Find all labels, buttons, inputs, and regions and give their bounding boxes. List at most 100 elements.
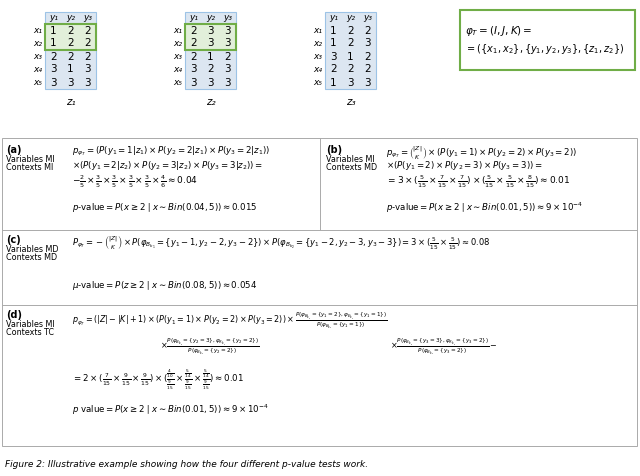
Text: 3: 3 bbox=[67, 78, 74, 88]
Text: $p_{\varphi_T} = (P(y_1 = 1|z_1) \times P(y_2 = 2|z_1) \times P(y_3 = 2|z_1))$: $p_{\varphi_T} = (P(y_1 = 1|z_1) \times … bbox=[72, 145, 270, 158]
Text: 3: 3 bbox=[330, 51, 337, 61]
Text: $\times \frac{P(\varphi_{B_{k_2}} = \{y_3 = 3\}, \varphi_{R_{k_2}} = \{y_3 = 2\}: $\times \frac{P(\varphi_{B_{k_2}} = \{y_… bbox=[390, 336, 498, 357]
Text: x₁: x₁ bbox=[33, 26, 42, 35]
Text: x₁: x₁ bbox=[173, 26, 182, 35]
Text: $= 3 \times (\frac{5}{15} \times \frac{7}{15} \times \frac{7}{15}) \times (\frac: $= 3 \times (\frac{5}{15} \times \frac{7… bbox=[386, 173, 570, 189]
Text: y₃: y₃ bbox=[363, 13, 372, 22]
Text: x₅: x₅ bbox=[313, 78, 322, 87]
Text: x₄: x₄ bbox=[313, 65, 322, 74]
Text: 1: 1 bbox=[330, 26, 337, 36]
Text: Contexts MD: Contexts MD bbox=[6, 253, 57, 262]
Text: 1: 1 bbox=[330, 39, 337, 49]
Text: y₁: y₁ bbox=[189, 13, 198, 22]
Text: (a): (a) bbox=[6, 145, 22, 155]
Text: Figure 2: Illustrative example showing how the four different p-value tests work: Figure 2: Illustrative example showing h… bbox=[5, 460, 368, 469]
Text: 2: 2 bbox=[330, 65, 337, 75]
Text: 2: 2 bbox=[67, 39, 74, 49]
Text: 2: 2 bbox=[67, 26, 74, 36]
Text: 3: 3 bbox=[84, 78, 91, 88]
Bar bbox=[2, 138, 637, 446]
Bar bbox=[185, 24, 236, 50]
Text: 2: 2 bbox=[364, 65, 371, 75]
Text: 2: 2 bbox=[84, 51, 91, 61]
Text: x₃: x₃ bbox=[173, 52, 182, 61]
Text: 3: 3 bbox=[364, 78, 371, 88]
Bar bbox=[460, 10, 635, 70]
Text: y₂: y₂ bbox=[346, 13, 355, 22]
Text: $= 2 \times (\frac{7}{15} \times \frac{9}{15} \times \frac{9}{15}) \times (\frac: $= 2 \times (\frac{7}{15} \times \frac{9… bbox=[72, 368, 244, 392]
Text: 2: 2 bbox=[364, 51, 371, 61]
Text: 3: 3 bbox=[50, 65, 57, 75]
Text: 1: 1 bbox=[67, 65, 74, 75]
Text: x₂: x₂ bbox=[313, 39, 322, 48]
Text: 3: 3 bbox=[347, 78, 354, 88]
Text: $p_{\varphi_T} = \binom{|Z|}{K} \times (P(y_1 = 1) \times P(y_2 = 2) \times P(y_: $p_{\varphi_T} = \binom{|Z|}{K} \times (… bbox=[386, 145, 577, 162]
Text: 1: 1 bbox=[330, 78, 337, 88]
Text: 2: 2 bbox=[50, 51, 57, 61]
Text: x₃: x₃ bbox=[33, 52, 42, 61]
Text: z₁: z₁ bbox=[66, 97, 76, 107]
Text: z₂: z₂ bbox=[205, 97, 215, 107]
Text: 3: 3 bbox=[190, 78, 197, 88]
Text: (b): (b) bbox=[326, 145, 342, 155]
Text: 2: 2 bbox=[364, 26, 371, 36]
Text: x₄: x₄ bbox=[33, 65, 42, 74]
Text: x₂: x₂ bbox=[33, 39, 42, 48]
Text: 3: 3 bbox=[190, 65, 197, 75]
Text: x₅: x₅ bbox=[33, 78, 42, 87]
Text: $\times \frac{P(\varphi_{B_{k_2}} = \{y_2 = 3\}, \varphi_{R_{k_1}} = \{y_2 = 2\}: $\times \frac{P(\varphi_{B_{k_2}} = \{y_… bbox=[160, 336, 259, 357]
Text: 2: 2 bbox=[84, 39, 91, 49]
Text: $\varphi_T = (I, J, K) =$: $\varphi_T = (I, J, K) =$ bbox=[465, 24, 532, 38]
Text: $= (\{x_1, x_2\}, \{y_1, y_2, y_3\}, \{z_1, z_2\})$: $= (\{x_1, x_2\}, \{y_1, y_2, y_3\}, \{z… bbox=[465, 42, 625, 56]
Text: 3: 3 bbox=[224, 65, 231, 75]
Text: Contexts MI: Contexts MI bbox=[6, 163, 53, 172]
Text: 2: 2 bbox=[190, 26, 197, 36]
Text: x₁: x₁ bbox=[313, 26, 322, 35]
Text: y₁: y₁ bbox=[49, 13, 58, 22]
Text: x₃: x₃ bbox=[313, 52, 322, 61]
Text: y₁: y₁ bbox=[329, 13, 338, 22]
Text: 3: 3 bbox=[207, 39, 214, 49]
Text: Contexts TC: Contexts TC bbox=[6, 328, 54, 337]
Text: z₃: z₃ bbox=[346, 97, 355, 107]
Text: Variables MD: Variables MD bbox=[6, 245, 58, 254]
Text: $-\frac{2}{5} \times \frac{3}{5} \times \frac{3}{5} \times \frac{3}{5} \times \f: $-\frac{2}{5} \times \frac{3}{5} \times … bbox=[72, 173, 198, 189]
Text: 3: 3 bbox=[224, 78, 231, 88]
Text: 3: 3 bbox=[207, 78, 214, 88]
Text: y₃: y₃ bbox=[223, 13, 232, 22]
Text: Contexts MD: Contexts MD bbox=[326, 163, 377, 172]
Text: $\mu\text{-value} = P(z \geq 2 \mid x \sim Bin(0.08, 5)) \approx 0.054$: $\mu\text{-value} = P(z \geq 2 \mid x \s… bbox=[72, 279, 257, 292]
Text: y₂: y₂ bbox=[206, 13, 215, 22]
Text: $p_{\varphi_T} = (|Z| - |K| + 1) \times (P(y_1 = 1) \times P(y_2 = 2) \times P(y: $p_{\varphi_T} = (|Z| - |K| + 1) \times … bbox=[72, 310, 387, 331]
Text: 2: 2 bbox=[347, 26, 354, 36]
Text: 2: 2 bbox=[224, 51, 231, 61]
Text: $P_{\varphi_T} = -\binom{|Z|}{K} \times P(\varphi_{B_{k_1}} = \{y_1 - 1, y_2 - 2: $P_{\varphi_T} = -\binom{|Z|}{K} \times … bbox=[72, 235, 490, 252]
Text: (c): (c) bbox=[6, 235, 20, 245]
Text: x₅: x₅ bbox=[173, 78, 182, 87]
Text: x₄: x₄ bbox=[173, 65, 182, 74]
Text: $\times (P(y_1 = 2) \times P(y_2 = 3) \times P(y_3 = 3)) =$: $\times (P(y_1 = 2) \times P(y_2 = 3) \t… bbox=[386, 159, 543, 172]
Text: 1: 1 bbox=[50, 26, 57, 36]
Text: 2: 2 bbox=[84, 26, 91, 36]
Text: y₂: y₂ bbox=[66, 13, 75, 22]
Text: 2: 2 bbox=[347, 65, 354, 75]
Text: 2: 2 bbox=[190, 51, 197, 61]
Text: Variables MI: Variables MI bbox=[6, 155, 54, 164]
Text: 2: 2 bbox=[67, 51, 74, 61]
Text: 3: 3 bbox=[84, 65, 91, 75]
Text: Variables MI: Variables MI bbox=[326, 155, 374, 164]
Bar bbox=[45, 24, 96, 50]
Text: 1: 1 bbox=[50, 39, 57, 49]
Text: $p\text{-value} = P(x \geq 2 \mid x \sim Bin(0.04, 5)) \approx 0.015$: $p\text{-value} = P(x \geq 2 \mid x \sim… bbox=[72, 201, 257, 214]
Text: 1: 1 bbox=[207, 51, 214, 61]
Bar bbox=[185, 12, 236, 89]
Bar bbox=[325, 12, 376, 89]
Text: 3: 3 bbox=[364, 39, 371, 49]
Text: (d): (d) bbox=[6, 310, 22, 320]
Text: 3: 3 bbox=[207, 26, 214, 36]
Text: y₃: y₃ bbox=[83, 13, 92, 22]
Bar bbox=[45, 12, 96, 89]
Text: 3: 3 bbox=[50, 78, 57, 88]
Text: $\times (P(y_1 = 2|z_2) \times P(y_2 = 3|z_2) \times P(y_3 = 3|z_2)) =$: $\times (P(y_1 = 2|z_2) \times P(y_2 = 3… bbox=[72, 159, 263, 172]
Text: 2: 2 bbox=[347, 39, 354, 49]
